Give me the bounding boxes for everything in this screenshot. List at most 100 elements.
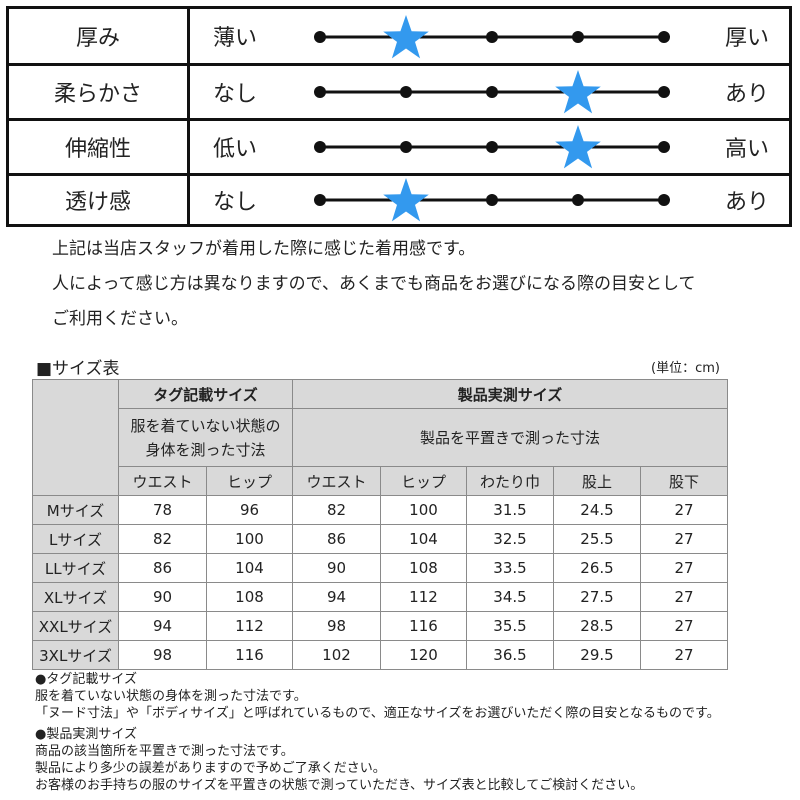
size-value-cell: 90: [118, 582, 207, 612]
rating-scale: [9, 66, 789, 118]
footnote-heading-tag-size: ●タグ記載サイズ: [35, 672, 137, 687]
size-value-cell: 27.5: [553, 582, 641, 612]
rating-scale-graphic: [314, 15, 670, 59]
scale-dot-icon: [314, 141, 326, 153]
size-value-cell: 116: [380, 611, 467, 641]
desc-line: 服を着ていない状態の: [130, 416, 281, 435]
size-value-cell: 24.5: [553, 495, 641, 525]
scale-dot-icon: [572, 194, 584, 206]
corner-cell: [32, 379, 119, 496]
wearing-feel-rating-table: 厚み 薄い 厚い 柔らかさ なし あり 伸縮性 低い 高い 透け感 なし あり: [6, 6, 792, 227]
size-value-cell: 82: [118, 524, 207, 554]
group-header-measured-size: 製品実測サイズ: [292, 379, 728, 409]
size-value-cell: 94: [292, 582, 381, 612]
footnote-line: お客様のお手持ちの服のサイズを平置きの状態で測っていただき、サイズ表と比較してご…: [35, 778, 644, 793]
rating-label: 厚み: [9, 9, 190, 63]
scale-dot-icon: [486, 141, 498, 153]
note-line: 人によって感じ方は異なりますので、あくまでも商品をお選びになる際の目安として: [52, 274, 696, 294]
rating-scale-graphic: [314, 70, 670, 114]
scale-dot-icon: [658, 141, 670, 153]
size-footnotes: ●タグ記載サイズ 服を着ていない状態の身体を測った寸法です。 「ヌード寸法」や「…: [35, 671, 720, 794]
star-rating-marker-icon: [555, 125, 601, 169]
size-label: LLサイズ: [32, 553, 119, 583]
table-row: Lサイズ 82 100 86 104 32.5 25.5 27: [32, 524, 728, 554]
size-label: Mサイズ: [32, 495, 119, 525]
size-value-cell: 32.5: [466, 524, 554, 554]
size-value-cell: 27: [640, 640, 728, 670]
rating-scale-graphic: [314, 178, 670, 222]
scale-dot-icon: [486, 31, 498, 43]
size-value-cell: 27: [640, 495, 728, 525]
group-desc-measured-size: 製品を平置きで測った寸法: [292, 408, 728, 467]
size-value-cell: 86: [118, 553, 207, 583]
scale-dot-icon: [658, 86, 670, 98]
size-value-cell: 104: [206, 553, 293, 583]
scale-dot-icon: [400, 86, 412, 98]
size-value-cell: 108: [206, 582, 293, 612]
scale-dot-icon: [400, 141, 412, 153]
size-value-cell: 34.5: [466, 582, 554, 612]
table-row: LLサイズ 86 104 90 108 33.5 26.5 27: [32, 553, 728, 583]
size-value-cell: 100: [380, 495, 467, 525]
size-value-cell: 27: [640, 553, 728, 583]
size-value-cell: 108: [380, 553, 467, 583]
size-value-cell: 31.5: [466, 495, 554, 525]
rating-label: 伸縮性: [9, 121, 190, 173]
scale-dot-icon: [314, 86, 326, 98]
rating-high-label: 高い: [724, 137, 769, 162]
rating-row-softness: 柔らかさ なし あり: [9, 63, 789, 118]
scale-dot-icon: [658, 31, 670, 43]
group-desc-tag-size: 服を着ていない状態の 身体を測った寸法: [118, 408, 293, 467]
rating-label: 柔らかさ: [9, 66, 190, 118]
size-value-cell: 98: [118, 640, 207, 670]
column-header: ウエスト: [118, 466, 207, 496]
footnote-line: 商品の該当箇所を平置きで測った寸法です。: [35, 744, 294, 759]
rating-high-label: あり: [724, 82, 769, 107]
rating-scale: [9, 121, 789, 173]
size-label: 3XLサイズ: [32, 640, 119, 670]
column-header: 股上: [553, 466, 641, 496]
scale-dot-icon: [314, 194, 326, 206]
rating-low-label: 薄い: [213, 26, 258, 51]
size-value-cell: 112: [206, 611, 293, 641]
size-value-cell: 26.5: [553, 553, 641, 583]
star-rating-marker-icon: [383, 15, 429, 59]
size-value-cell: 86: [292, 524, 381, 554]
table-row: Mサイズ 78 96 82 100 31.5 24.5 27: [32, 495, 728, 525]
size-table-title: ■サイズ表: [36, 359, 120, 379]
size-value-cell: 112: [380, 582, 467, 612]
star-rating-marker-icon: [555, 70, 601, 114]
star-rating-marker-icon: [383, 178, 429, 222]
size-value-cell: 27: [640, 611, 728, 641]
size-value-cell: 27: [640, 582, 728, 612]
size-table: タグ記載サイズ 製品実測サイズ 服を着ていない状態の 身体を測った寸法 製品を平…: [32, 379, 728, 670]
size-value-cell: 28.5: [553, 611, 641, 641]
column-header: ヒップ: [380, 466, 467, 496]
scale-dot-icon: [572, 31, 584, 43]
scale-dot-icon: [658, 194, 670, 206]
size-value-cell: 116: [206, 640, 293, 670]
size-value-cell: 27: [640, 524, 728, 554]
table-row: 3XLサイズ 98 116 102 120 36.5 29.5 27: [32, 640, 728, 670]
scale-dot-icon: [486, 86, 498, 98]
footnote-line: 「ヌード寸法」や「ボディサイズ」と呼ばれているもので、適正なサイズをお選びいただ…: [35, 706, 720, 721]
size-value-cell: 25.5: [553, 524, 641, 554]
footnote-heading-measured-size: ●製品実測サイズ: [35, 727, 137, 742]
column-header: 股下: [640, 466, 728, 496]
size-label: Lサイズ: [32, 524, 119, 554]
rating-scale: [9, 9, 789, 63]
footnote-line: 製品により多少の誤差がありますので予めご了承ください。: [35, 761, 386, 776]
rating-high-label: 厚い: [724, 26, 769, 51]
desc-line: 身体を測った寸法: [145, 440, 266, 459]
rating-row-thickness: 厚み 薄い 厚い: [9, 9, 789, 63]
table-row: XXLサイズ 94 112 98 116 35.5 28.5 27: [32, 611, 728, 641]
size-value-cell: 33.5: [466, 553, 554, 583]
size-value-cell: 94: [118, 611, 207, 641]
rating-low-label: なし: [213, 82, 258, 107]
size-value-cell: 100: [206, 524, 293, 554]
group-header-tag-size: タグ記載サイズ: [118, 379, 293, 409]
note-line: ご利用ください。: [52, 309, 188, 329]
rating-low-label: なし: [213, 190, 258, 215]
size-value-cell: 102: [292, 640, 381, 670]
rating-row-sheerness: 透け感 なし あり: [9, 173, 789, 224]
